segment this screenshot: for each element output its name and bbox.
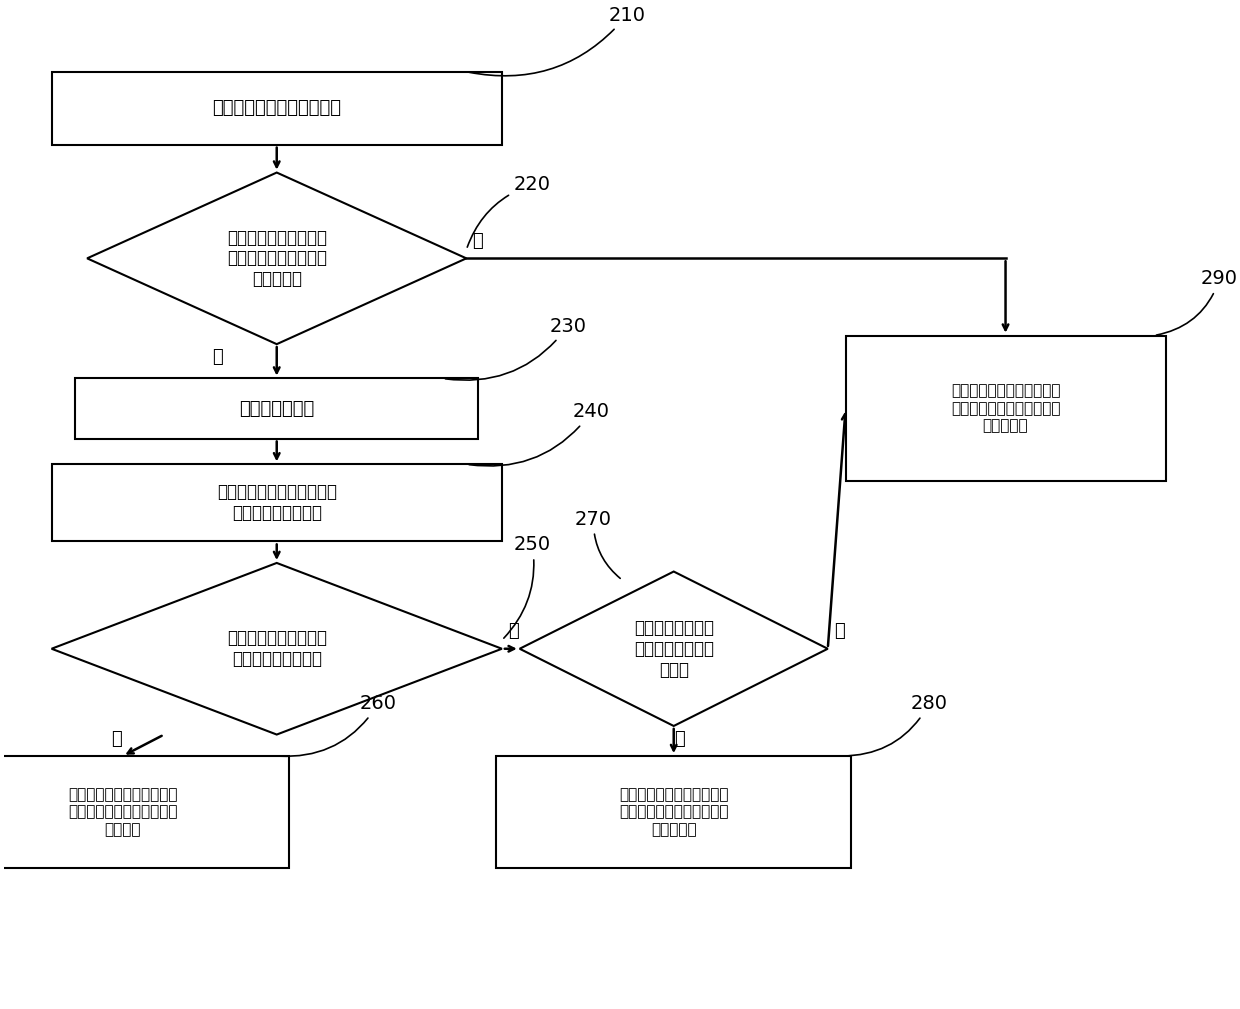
Text: 开启光敏传感器: 开启光敏传感器 bbox=[239, 400, 315, 418]
Text: 通过所述光敏传感器测量当
前的外界环境明暗度: 通过所述光敏传感器测量当 前的外界环境明暗度 bbox=[217, 483, 337, 523]
Text: 获取点亮显示屏的触发信号: 获取点亮显示屏的触发信号 bbox=[212, 99, 341, 117]
Polygon shape bbox=[52, 563, 502, 735]
Text: 是: 是 bbox=[212, 348, 223, 366]
Text: 270: 270 bbox=[575, 510, 620, 578]
Text: 210: 210 bbox=[469, 5, 646, 76]
Text: 判断所述触发信号的获
取时刻是否在预设的保
护时间段内: 判断所述触发信号的获 取时刻是否在预设的保 护时间段内 bbox=[227, 229, 326, 289]
FancyBboxPatch shape bbox=[52, 464, 502, 542]
FancyBboxPatch shape bbox=[52, 72, 502, 144]
Text: 250: 250 bbox=[503, 536, 551, 638]
Text: 240: 240 bbox=[469, 403, 610, 466]
Text: 230: 230 bbox=[445, 317, 587, 380]
Text: 判断所述外加环境
明暗度是否大于第
二阈值: 判断所述外加环境 明暗度是否大于第 二阈值 bbox=[634, 619, 714, 678]
Text: 否: 否 bbox=[472, 232, 484, 250]
FancyBboxPatch shape bbox=[76, 378, 479, 439]
Polygon shape bbox=[520, 571, 828, 725]
Text: 判断所述外加环境明暗
度是否小于第一阈值: 判断所述外加环境明暗 度是否小于第一阈值 bbox=[227, 630, 326, 668]
Text: 220: 220 bbox=[467, 175, 551, 247]
Text: 280: 280 bbox=[842, 694, 947, 756]
Text: 260: 260 bbox=[279, 694, 397, 757]
FancyBboxPatch shape bbox=[0, 756, 289, 868]
Text: 是: 是 bbox=[675, 731, 684, 749]
Text: 将显示屏的亮度条调到最小
值并且将屏幕壁纸替换为暗
色的壁纸: 将显示屏的亮度条调到最小 值并且将屏幕壁纸替换为暗 色的壁纸 bbox=[68, 787, 177, 836]
Text: 290: 290 bbox=[1157, 269, 1238, 335]
FancyBboxPatch shape bbox=[846, 336, 1166, 481]
Polygon shape bbox=[87, 173, 466, 344]
Text: 将显示屏的亮度条调到正常
值并且将屏幕壁纸替换为护
眼色的壁纸: 将显示屏的亮度条调到正常 值并且将屏幕壁纸替换为护 眼色的壁纸 bbox=[951, 383, 1060, 434]
Text: 否: 否 bbox=[508, 623, 518, 640]
Text: 否: 否 bbox=[833, 623, 844, 640]
Text: 则将显示屏的亮度条调到最
大值并且将屏幕壁纸替换为
亮色的壁纸: 则将显示屏的亮度条调到最 大值并且将屏幕壁纸替换为 亮色的壁纸 bbox=[619, 787, 728, 836]
FancyBboxPatch shape bbox=[496, 756, 852, 868]
Text: 是: 是 bbox=[112, 731, 122, 749]
